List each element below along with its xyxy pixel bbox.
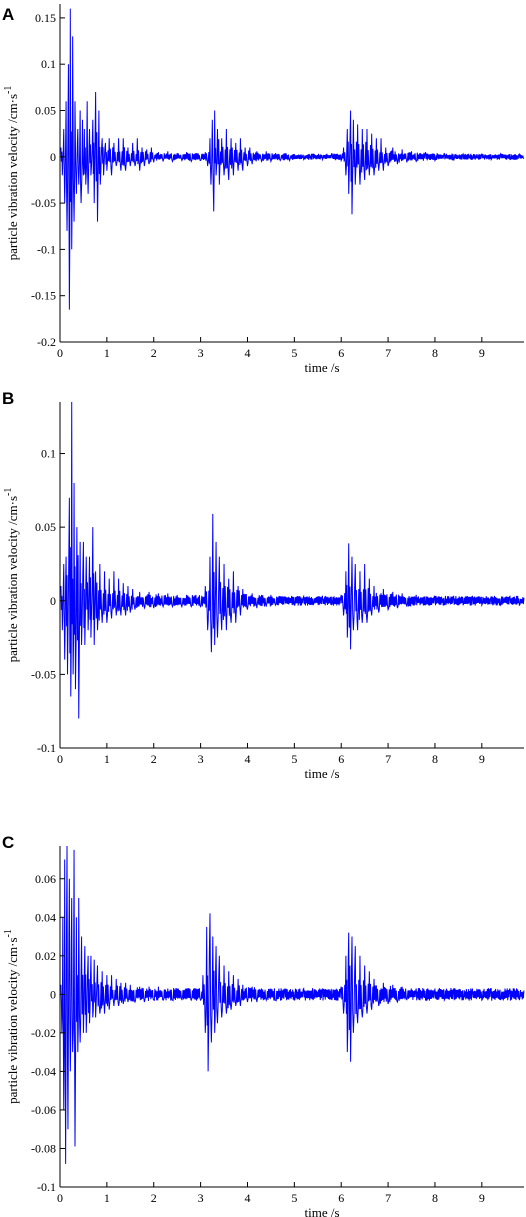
x-tick-label: 3: [198, 346, 204, 360]
y-tick-label: -0.05: [31, 667, 56, 681]
x-tick-label: 8: [432, 346, 438, 360]
x-axis-label: time /s: [304, 360, 339, 375]
x-tick-label: 7: [385, 1191, 391, 1205]
panel-a: A -0.2 -0.15 -0.1 -0.05 0 0.05 0.1 0.15 0 1 2 3 4 5 6 7 8…: [2, 4, 525, 375]
y-tick-label: 0.1: [41, 447, 56, 461]
x-tick-label: 4: [244, 752, 250, 766]
y-tick-label: -0.04: [31, 1064, 56, 1078]
panel-label: B: [2, 389, 14, 408]
y-tick-label: -0.2: [37, 335, 56, 349]
y-tick-label: 0: [50, 987, 56, 1001]
y-tick-label: 0.15: [35, 11, 56, 25]
series-line: [60, 401, 525, 719]
x-tick-label: 7: [385, 752, 391, 766]
x-tick-label: 8: [432, 1191, 438, 1205]
x-tick-label: 6: [338, 1191, 344, 1205]
panel-label: C: [2, 833, 14, 852]
x-tick-label: 4: [244, 1191, 250, 1205]
x-tick-label: 1: [104, 346, 110, 360]
y-axis-label: particle vibration velocity /cm·s-1: [3, 488, 20, 663]
panel-b: B -0.1 -0.05 0 0.05 0.1 0 1 2 3 4 5 6 7 8 9 time /s parti…: [2, 389, 525, 781]
panel-label: A: [2, 5, 14, 24]
series-line: [60, 8, 525, 310]
y-tick-label: 0.05: [35, 103, 56, 117]
y-tick-label: 0.02: [35, 949, 56, 963]
x-tick-label: 9: [479, 752, 485, 766]
y-tick-label: -0.08: [31, 1141, 56, 1155]
y-tick-label: -0.15: [31, 289, 56, 303]
x-tick-label: 9: [479, 346, 485, 360]
y-tick-label: -0.02: [31, 1026, 56, 1040]
y-axis-label: particle vibration velocity /cm·s-1: [3, 929, 20, 1104]
y-tick-label: 0.04: [35, 910, 56, 924]
y-tick-label: -0.05: [31, 196, 56, 210]
x-tick-label: 2: [151, 752, 157, 766]
x-tick-label: 0: [57, 1191, 63, 1205]
x-axis-label: time /s: [304, 1205, 339, 1217]
x-tick-label: 5: [291, 346, 297, 360]
y-tick-label: 0.1: [41, 57, 56, 71]
x-tick-label: 3: [198, 1191, 204, 1205]
y-tick-label: -0.06: [31, 1103, 56, 1117]
x-tick-label: 5: [291, 752, 297, 766]
y-tick-label: 0: [50, 150, 56, 164]
y-tick-label: 0: [50, 594, 56, 608]
x-tick-label: 1: [104, 752, 110, 766]
x-tick-label: 2: [151, 1191, 157, 1205]
x-tick-label: 8: [432, 752, 438, 766]
y-axis-label: particle vibration velocity /cm·s-1: [3, 86, 20, 261]
x-tick-label: 6: [338, 346, 344, 360]
x-tick-label: 6: [338, 752, 344, 766]
x-tick-label: 5: [291, 1191, 297, 1205]
panel-c: C -0.1 -0.08 -0.06 -0.04 -0.02 0 0.02 0.04 0.06 0 1…: [2, 833, 525, 1217]
y-tick-label: -0.1: [37, 242, 56, 256]
series-line: [60, 845, 525, 1164]
y-tick-label: 0.06: [35, 872, 56, 886]
x-tick-label: 0: [57, 752, 63, 766]
x-tick-label: 9: [479, 1191, 485, 1205]
x-tick-label: 3: [198, 752, 204, 766]
x-tick-label: 0: [57, 346, 63, 360]
y-tick-label: -0.1: [37, 1180, 56, 1194]
x-tick-label: 2: [151, 346, 157, 360]
x-tick-label: 4: [244, 346, 250, 360]
x-axis-label: time /s: [304, 766, 339, 781]
x-tick-label: 7: [385, 346, 391, 360]
y-tick-label: -0.1: [37, 741, 56, 755]
y-tick-label: 0.05: [35, 520, 56, 534]
x-tick-label: 1: [104, 1191, 110, 1205]
